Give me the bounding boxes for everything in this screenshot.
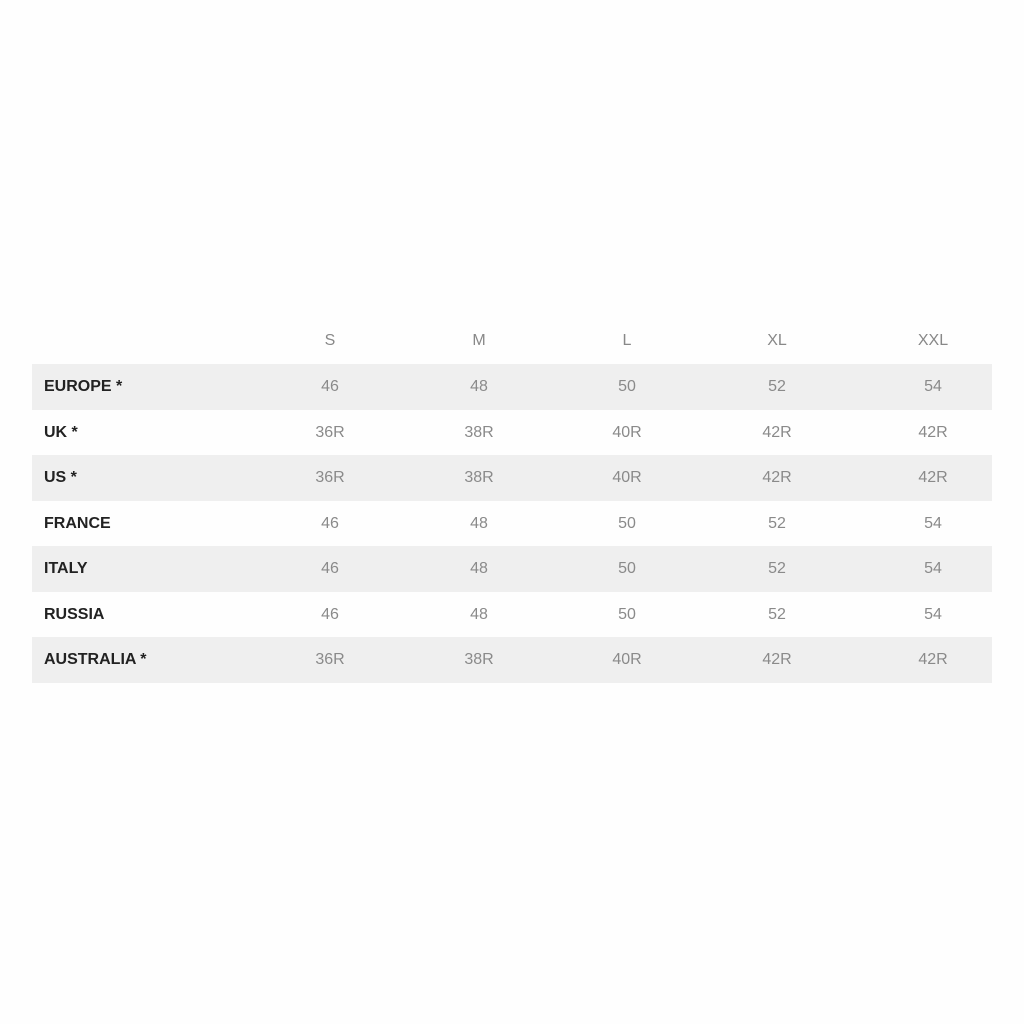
table-row: UK * 36R 38R 40R 42R 42R bbox=[32, 410, 992, 456]
size-value: 42R bbox=[918, 469, 948, 486]
size-value: 40R bbox=[612, 469, 642, 486]
size-value: 52 bbox=[768, 378, 786, 395]
size-value: 52 bbox=[768, 560, 786, 577]
header-row: S M L XL XXL bbox=[32, 318, 992, 364]
size-value: 42R bbox=[762, 423, 792, 441]
size-value: 40R bbox=[612, 651, 642, 668]
row-label: AUSTRALIA * bbox=[44, 651, 147, 668]
size-value: 52 bbox=[768, 514, 786, 532]
size-value: 46 bbox=[321, 514, 339, 532]
size-value: 42R bbox=[918, 651, 948, 668]
table-row: AUSTRALIA * 36R 38R 40R 42R 42R bbox=[32, 637, 992, 683]
table-row: EUROPE * 46 48 50 52 54 bbox=[32, 364, 992, 410]
table-row: RUSSIA 46 48 50 52 54 bbox=[32, 592, 992, 638]
row-label: US * bbox=[44, 469, 77, 486]
size-value: 42R bbox=[762, 651, 792, 668]
size-value: 54 bbox=[924, 605, 942, 623]
row-label: EUROPE * bbox=[44, 378, 123, 395]
size-value: 40R bbox=[612, 423, 642, 441]
row-label: FRANCE bbox=[44, 514, 111, 532]
column-header: L bbox=[622, 332, 632, 349]
size-value: 52 bbox=[768, 605, 786, 623]
table-row: US * 36R 38R 40R 42R 42R bbox=[32, 455, 992, 501]
size-value: 36R bbox=[315, 423, 345, 441]
size-value: 50 bbox=[618, 378, 636, 395]
size-value: 50 bbox=[618, 560, 636, 577]
size-value: 54 bbox=[924, 378, 942, 395]
size-value: 36R bbox=[315, 651, 345, 668]
size-value: 46 bbox=[321, 605, 339, 623]
size-value: 46 bbox=[321, 560, 339, 577]
size-value: 42R bbox=[918, 423, 948, 441]
size-value: 38R bbox=[464, 423, 494, 441]
size-value: 50 bbox=[618, 605, 636, 623]
row-label: RUSSIA bbox=[44, 605, 105, 623]
table-row: ITALY 46 48 50 52 54 bbox=[32, 546, 992, 592]
column-header: M bbox=[472, 332, 486, 349]
column-header: XL bbox=[767, 332, 787, 349]
size-value: 36R bbox=[315, 469, 345, 486]
size-value: 54 bbox=[924, 514, 942, 532]
size-value: 38R bbox=[464, 469, 494, 486]
size-value: 54 bbox=[924, 560, 942, 577]
size-value: 42R bbox=[762, 469, 792, 486]
table-row: FRANCE 46 48 50 52 54 bbox=[32, 501, 992, 547]
column-header: XXL bbox=[917, 332, 949, 349]
size-value: 48 bbox=[470, 605, 488, 623]
size-value: 38R bbox=[464, 651, 494, 668]
size-value: 48 bbox=[470, 560, 488, 577]
size-chart-table: S M L XL XXL EUROPE * 46 48 50 52 54 UK * 36R 38… bbox=[32, 318, 992, 683]
size-value: 48 bbox=[470, 378, 488, 395]
row-label: UK * bbox=[44, 423, 78, 441]
size-value: 50 bbox=[618, 514, 636, 532]
size-value: 48 bbox=[470, 514, 488, 532]
column-header: S bbox=[324, 332, 336, 349]
row-label: ITALY bbox=[44, 560, 88, 577]
size-value: 46 bbox=[321, 378, 339, 395]
